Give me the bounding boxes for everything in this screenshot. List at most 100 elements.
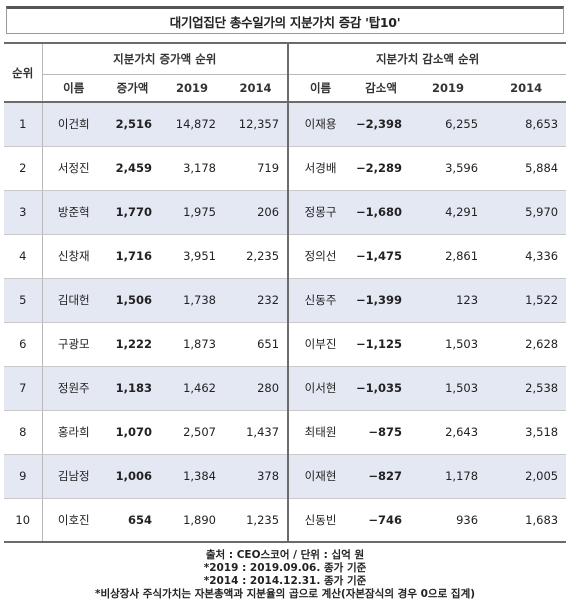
increase-group-header: 지분가치 증가액 순위	[42, 42, 290, 75]
increase-cell: 2,516	[105, 102, 160, 147]
dec-2014-cell: 1,522	[486, 278, 567, 323]
dec-name-cell: 정몽구	[288, 190, 353, 235]
inc-2014-cell: 1,437	[224, 410, 290, 455]
dec-2019-cell: 6,255	[410, 102, 487, 147]
dec-name-cell: 신동빈	[288, 498, 353, 543]
rank-cell: 4	[4, 234, 43, 279]
dec-name-cell: 이서현	[288, 366, 353, 411]
decrease-header: 감소액	[352, 74, 411, 103]
decrease-cell: −2,289	[352, 146, 411, 191]
inc-2014-cell: 280	[224, 366, 290, 411]
dec-2014-cell: 5,970	[486, 190, 567, 235]
rank-header: 순위	[4, 42, 43, 103]
table-row: 8 홍라희 1,070 2,507 1,437 최태원 −875 2,643 3…	[4, 410, 567, 455]
note-2019: *2019 : 2019.09.06. 종가 기준	[203, 562, 367, 574]
rank-cell: 3	[4, 190, 43, 235]
increase-cell: 1,770	[105, 190, 160, 235]
inc-2014-cell: 206	[224, 190, 290, 235]
decrease-cell: −1,035	[352, 366, 411, 411]
inc-2019-cell: 3,951	[160, 234, 224, 279]
dec-name-cell: 서경배	[288, 146, 353, 191]
increase-cell: 1,183	[105, 366, 160, 411]
note-2014: *2014 : 2014.12.31. 종가 기준	[203, 575, 367, 587]
inc-2019-cell: 1,890	[160, 498, 224, 543]
dec-2019-cell: 2,861	[410, 234, 487, 279]
table-body: 1 이건희 2,516 14,872 12,357 이재용 −2,398 6,2…	[4, 102, 567, 543]
table-row: 9 김남정 1,006 1,384 378 이재현 −827 1,178 2,0…	[4, 454, 567, 499]
dec-2019-cell: 1,503	[410, 366, 487, 411]
inc-name-cell: 홍라희	[42, 410, 105, 455]
inc-2014-cell: 719	[224, 146, 290, 191]
inc-2014-cell: 232	[224, 278, 290, 323]
decrease-cell: −1,125	[352, 322, 411, 367]
dec-name-cell: 신동주	[288, 278, 353, 323]
inc-2019-cell: 1,975	[160, 190, 224, 235]
inc-2014-cell: 12,357	[224, 102, 290, 147]
dec-2019-header: 2019	[410, 74, 487, 103]
dec-name-cell: 최태원	[288, 410, 353, 455]
rank-cell: 9	[4, 454, 43, 499]
rank-cell: 1	[4, 102, 43, 147]
increase-cell: 1,506	[105, 278, 160, 323]
dec-name-header: 이름	[288, 74, 353, 103]
inc-name-cell: 김대헌	[42, 278, 105, 323]
dec-2014-cell: 1,683	[486, 498, 567, 543]
rank-cell: 10	[4, 498, 43, 543]
inc-2019-cell: 1,384	[160, 454, 224, 499]
inc-2019-cell: 1,873	[160, 322, 224, 367]
inc-name-cell: 구광모	[42, 322, 105, 367]
inc-2014-cell: 651	[224, 322, 290, 367]
inc-name-cell: 정원주	[42, 366, 105, 411]
inc-2019-cell: 14,872	[160, 102, 224, 147]
increase-cell: 2,459	[105, 146, 160, 191]
inc-2019-header: 2019	[160, 74, 224, 103]
dec-2019-cell: 1,503	[410, 322, 487, 367]
rank-cell: 5	[4, 278, 43, 323]
table-row: 3 방준혁 1,770 1,975 206 정몽구 −1,680 4,291 5…	[4, 190, 567, 235]
table-row: 10 이호진 654 1,890 1,235 신동빈 −746 936 1,68…	[4, 498, 567, 543]
inc-2019-cell: 1,462	[160, 366, 224, 411]
dec-2014-header: 2014	[486, 74, 567, 103]
increase-cell: 1,006	[105, 454, 160, 499]
source-note: 출처 : CEO스코어 / 단위 : 십억 원	[205, 549, 365, 561]
rank-cell: 8	[4, 410, 43, 455]
decrease-cell: −2,398	[352, 102, 411, 147]
decrease-cell: −1,399	[352, 278, 411, 323]
dec-2019-cell: 1,178	[410, 454, 487, 499]
dec-name-cell: 이부진	[288, 322, 353, 367]
inc-name-cell: 신창재	[42, 234, 105, 279]
table-row: 5 김대헌 1,506 1,738 232 신동주 −1,399 123 1,5…	[4, 278, 567, 323]
rank-cell: 2	[4, 146, 43, 191]
table-title: 대기업집단 총수일가의 지분가치 증감 '탑10'	[6, 6, 564, 34]
inc-name-cell: 방준혁	[42, 190, 105, 235]
note-unlisted: *비상장사 주식가치는 자본총액과 지분율의 곱으로 계산(자본잠식의 경우 0…	[94, 588, 476, 600]
table-row: 2 서정진 2,459 3,178 719 서경배 −2,289 3,596 5…	[4, 146, 567, 191]
decrease-cell: −827	[352, 454, 411, 499]
increase-header: 증가액	[105, 74, 160, 103]
dec-2019-cell: 123	[410, 278, 487, 323]
dec-2014-cell: 8,653	[486, 102, 567, 147]
inc-name-cell: 이호진	[42, 498, 105, 543]
inc-name-header: 이름	[42, 74, 105, 103]
table-row: 7 정원주 1,183 1,462 280 이서현 −1,035 1,503 2…	[4, 366, 567, 411]
decrease-cell: −746	[352, 498, 411, 543]
dec-2014-cell: 4,336	[486, 234, 567, 279]
inc-2014-cell: 378	[224, 454, 290, 499]
decrease-cell: −1,680	[352, 190, 411, 235]
dec-2014-cell: 2,538	[486, 366, 567, 411]
dec-2019-cell: 2,643	[410, 410, 487, 455]
dec-name-cell: 정의선	[288, 234, 353, 279]
dec-2019-cell: 4,291	[410, 190, 487, 235]
dec-2014-cell: 2,628	[486, 322, 567, 367]
table-row: 1 이건희 2,516 14,872 12,357 이재용 −2,398 6,2…	[4, 102, 567, 147]
decrease-cell: −1,475	[352, 234, 411, 279]
dec-2014-cell: 3,518	[486, 410, 567, 455]
inc-2019-cell: 2,507	[160, 410, 224, 455]
rank-cell: 6	[4, 322, 43, 367]
table-row: 6 구광모 1,222 1,873 651 이부진 −1,125 1,503 2…	[4, 322, 567, 367]
rank-cell: 7	[4, 366, 43, 411]
inc-2014-cell: 2,235	[224, 234, 290, 279]
decrease-group-header: 지분가치 감소액 순위	[288, 42, 567, 75]
inc-name-cell: 이건희	[42, 102, 105, 147]
